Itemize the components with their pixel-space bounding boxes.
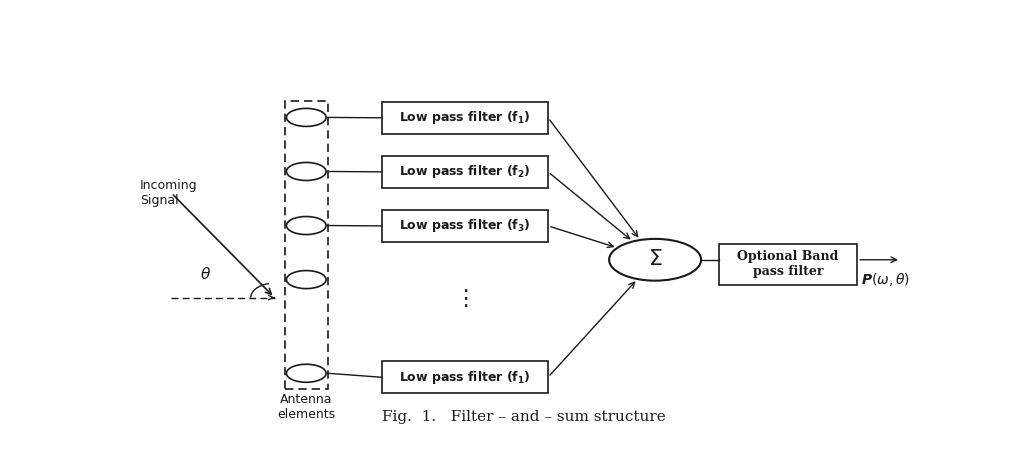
Text: Optional Band
pass filter: Optional Band pass filter [738, 250, 839, 278]
Text: $\Sigma$: $\Sigma$ [648, 248, 663, 270]
Text: Incoming
Signal: Incoming Signal [140, 179, 197, 207]
Text: $\mathbf{Low\ pass\ filter\ (f_3)}$: $\mathbf{Low\ pass\ filter\ (f_3)}$ [399, 218, 531, 234]
Bar [382, 361, 548, 393]
Text: ⋮: ⋮ [454, 289, 476, 309]
Bar [382, 210, 548, 242]
Bar [382, 102, 548, 134]
Text: $\boldsymbol{P}(\omega,\theta)$: $\boldsymbol{P}(\omega,\theta)$ [861, 271, 910, 287]
Text: Fig.  1.   Filter – and – sum structure: Fig. 1. Filter – and – sum structure [383, 410, 666, 424]
Bar [382, 156, 548, 188]
Text: $\mathbf{Low\ pass\ filter\ (f_2)}$: $\mathbf{Low\ pass\ filter\ (f_2)}$ [399, 163, 531, 180]
Bar [718, 243, 857, 285]
Text: $\mathbf{Low\ pass\ filter\ (f_1)}$: $\mathbf{Low\ pass\ filter\ (f_1)}$ [399, 369, 531, 386]
Text: $\theta$: $\theta$ [201, 266, 211, 282]
Text: $\mathbf{Low\ pass\ filter\ (f_1)}$: $\mathbf{Low\ pass\ filter\ (f_1)}$ [399, 110, 531, 126]
Text: Antenna
elements: Antenna elements [277, 393, 336, 421]
Bar [284, 101, 327, 389]
